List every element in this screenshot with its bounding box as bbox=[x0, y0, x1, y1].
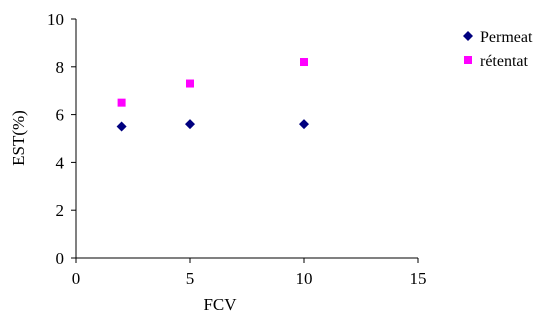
legend-label: Permeat bbox=[480, 29, 533, 46]
permeat-point bbox=[299, 119, 309, 130]
x-tick-label: 15 bbox=[410, 269, 427, 288]
y-tick-label: 6 bbox=[56, 106, 65, 125]
x-tick-label: 5 bbox=[186, 269, 195, 288]
axes bbox=[71, 18, 419, 263]
legend-label: rétentat bbox=[480, 53, 529, 70]
y-tick-label: 8 bbox=[56, 58, 65, 77]
legend-marker bbox=[463, 31, 473, 41]
y-tick-label: 2 bbox=[56, 201, 65, 220]
x-tick-label: 10 bbox=[296, 269, 313, 288]
permeat-point bbox=[116, 121, 127, 132]
retentat-point bbox=[117, 98, 126, 107]
tick-labels: 0 2 4 6 8 10 0 5 10 15 bbox=[47, 10, 427, 288]
retentat-point bbox=[186, 79, 194, 88]
x-axis-label: FCV bbox=[203, 295, 237, 314]
y-tick-label: 0 bbox=[56, 249, 65, 268]
y-tick-label: 4 bbox=[56, 153, 65, 172]
x-tick-label: 0 bbox=[72, 269, 81, 288]
permeat-point bbox=[185, 119, 195, 130]
retentat-point bbox=[300, 58, 308, 67]
y-tick-label: 10 bbox=[47, 10, 64, 29]
data-points bbox=[116, 58, 309, 132]
y-axis-label: EST(%) bbox=[9, 110, 28, 166]
legend-marker bbox=[464, 56, 472, 64]
legend: Permeat rétentat bbox=[463, 29, 533, 70]
